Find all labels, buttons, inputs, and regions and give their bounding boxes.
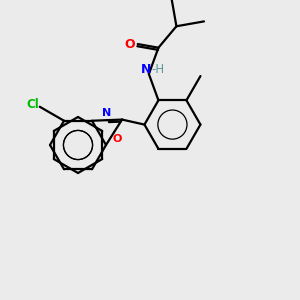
Text: Cl: Cl [26, 98, 39, 111]
Text: -H: -H [151, 62, 164, 76]
Text: O: O [112, 134, 122, 144]
Text: O: O [124, 38, 135, 51]
Text: N: N [141, 62, 151, 76]
Text: N: N [102, 108, 112, 118]
